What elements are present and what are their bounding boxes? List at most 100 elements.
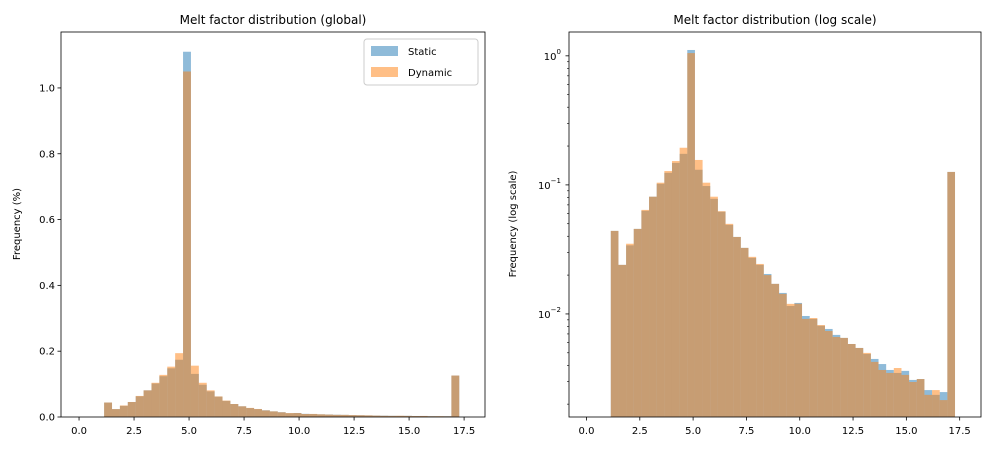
- bar-dynamic: [633, 228, 642, 417]
- bar-dynamic: [748, 256, 757, 417]
- bar-dynamic: [924, 394, 933, 417]
- bar-dynamic: [947, 171, 956, 417]
- bar-dynamic: [348, 415, 357, 417]
- bar-dynamic: [886, 372, 894, 417]
- right-chart-title: Melt factor distribution (log scale): [673, 13, 876, 27]
- bar-dynamic: [104, 402, 113, 417]
- bar-dynamic: [901, 374, 910, 417]
- y-tick-label: 0.4: [39, 281, 55, 292]
- x-tick-label: 2.5: [126, 426, 142, 437]
- x-tick-label: 5.0: [181, 426, 197, 437]
- right-axes: Melt factor distribution (log scale) Fre…: [508, 13, 982, 437]
- y-tick-label: 1.0: [39, 83, 55, 94]
- bar-dynamic: [356, 415, 365, 417]
- bar-dynamic: [878, 369, 887, 417]
- bar-dynamic: [649, 196, 657, 417]
- bar-dynamic: [254, 408, 262, 417]
- bar-dynamic: [802, 318, 810, 417]
- x-tick-label: 10.0: [789, 426, 811, 437]
- bar-dynamic: [694, 159, 703, 417]
- bar-dynamic: [932, 390, 940, 417]
- bar-dynamic: [269, 411, 278, 417]
- y-tick-label: 10−2: [538, 306, 561, 321]
- bar-dynamic: [198, 382, 207, 417]
- left-chart-title: Melt factor distribution (global): [180, 13, 367, 27]
- bar-dynamic: [679, 147, 688, 417]
- legend-swatch-static: [371, 46, 398, 56]
- left-axes: Melt factor distribution (global) Freque…: [12, 13, 486, 437]
- bar-dynamic: [159, 374, 168, 417]
- x-tick-label: 15.0: [398, 426, 420, 437]
- bar-dynamic: [733, 236, 741, 417]
- y-tick-label: 100: [544, 48, 561, 63]
- axes-frame: [60, 31, 486, 418]
- bar-dynamic: [451, 375, 460, 417]
- bar-dynamic: [222, 400, 231, 417]
- bar-dynamic: [404, 415, 412, 417]
- legend: Static Dynamic: [363, 38, 479, 86]
- bar-dynamic: [641, 209, 650, 417]
- x-tick-label: 17.5: [453, 426, 475, 437]
- bar-dynamic: [809, 318, 818, 417]
- bar-dynamic: [794, 303, 803, 417]
- bar-dynamic: [664, 171, 672, 417]
- bar-dynamic: [817, 325, 825, 417]
- bar-dynamic: [135, 395, 144, 417]
- bar-dynamic: [610, 230, 619, 417]
- bar-dynamic: [863, 352, 871, 417]
- y-tick-label: 0.2: [39, 347, 55, 358]
- bar-dynamic: [388, 415, 397, 417]
- bar-dynamic: [847, 343, 856, 417]
- x-tick-label: 10.0: [288, 426, 310, 437]
- bar-dynamic: [112, 409, 120, 417]
- bar-dynamic: [656, 182, 665, 417]
- bar-dynamic: [119, 405, 128, 417]
- bar-dynamic: [325, 414, 334, 417]
- bar-dynamic: [717, 211, 726, 417]
- bar-dynamic: [230, 404, 239, 417]
- x-tick-label: 12.5: [842, 426, 864, 437]
- bar-dynamic: [939, 400, 948, 417]
- y-tick-label: 0.6: [39, 215, 55, 226]
- y-tick-exponent: −1: [551, 177, 561, 185]
- bar-dynamic: [285, 413, 294, 417]
- bars: [104, 51, 460, 417]
- x-tick-label: 5.0: [685, 426, 701, 437]
- x-tick-label: 7.5: [738, 426, 754, 437]
- bar-dynamic: [916, 379, 925, 417]
- bar-dynamic: [832, 336, 841, 417]
- bar-dynamic: [855, 347, 864, 417]
- y-tick-label: 10−1: [538, 177, 561, 192]
- bar-dynamic: [824, 330, 833, 417]
- bar-dynamic: [870, 361, 879, 417]
- bar-dynamic: [618, 264, 627, 417]
- bar-dynamic: [206, 390, 215, 417]
- bar-dynamic: [725, 223, 734, 417]
- bar-dynamic: [167, 366, 176, 417]
- x-tick-label: 12.5: [343, 426, 365, 437]
- bar-dynamic: [779, 293, 787, 417]
- bar-dynamic: [396, 415, 405, 417]
- legend-label-static: Static: [408, 47, 437, 58]
- bar-dynamic: [786, 303, 795, 417]
- bar-dynamic: [143, 390, 152, 417]
- bar-dynamic: [309, 413, 318, 417]
- axes-frame: [568, 31, 982, 418]
- bar-dynamic: [317, 414, 326, 417]
- bar-dynamic: [380, 415, 389, 417]
- bar-dynamic: [763, 275, 772, 417]
- bar-dynamic: [372, 415, 381, 417]
- bar-dynamic: [435, 416, 444, 417]
- legend-swatch-dynamic: [371, 67, 398, 77]
- bar-dynamic: [214, 396, 223, 417]
- bar-dynamic: [702, 182, 711, 417]
- bar-dynamic: [419, 415, 428, 417]
- bar-dynamic: [301, 413, 310, 417]
- bar-dynamic: [183, 71, 191, 417]
- bar-dynamic: [238, 406, 247, 417]
- legend-label-dynamic: Dynamic: [408, 68, 452, 79]
- bar-dynamic: [740, 247, 749, 417]
- bar-dynamic: [246, 407, 255, 417]
- bar-dynamic: [175, 353, 184, 417]
